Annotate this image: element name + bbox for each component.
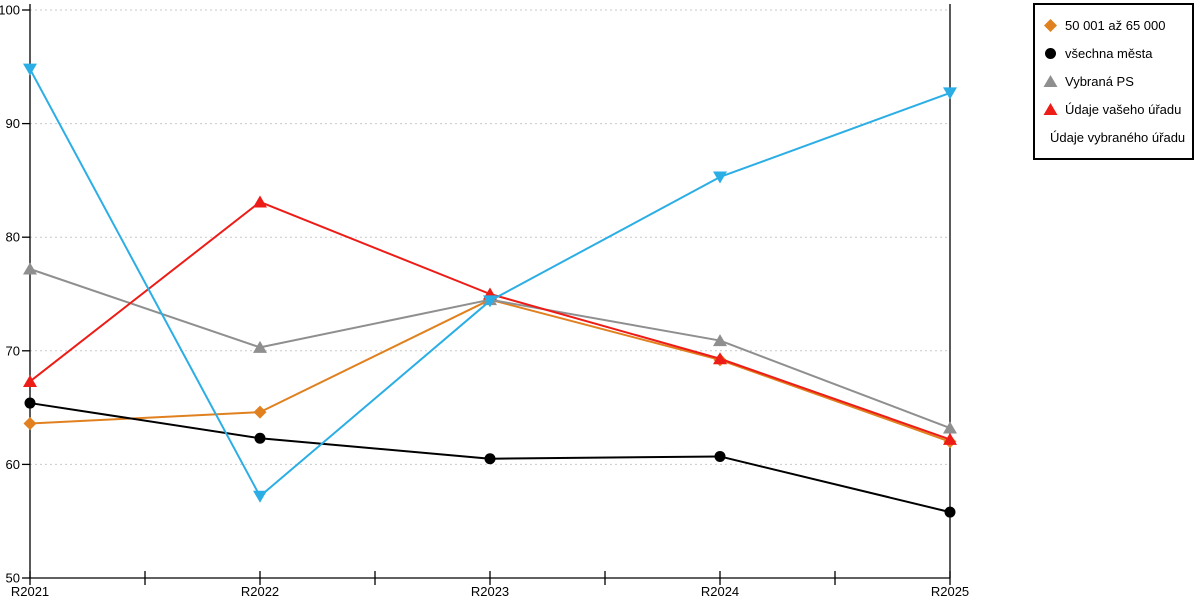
series-marker-4 bbox=[23, 63, 37, 76]
series-line-4 bbox=[29, 68, 951, 498]
x-tick-label: R2021 bbox=[11, 584, 49, 599]
series-marker-3 bbox=[23, 374, 37, 387]
y-tick-label: 60 bbox=[6, 457, 20, 472]
legend-label: Údaje vašeho úřadu bbox=[1065, 101, 1182, 117]
series-marker-1 bbox=[944, 506, 956, 518]
x-tick-label: R2024 bbox=[701, 584, 739, 599]
x-tick-label: R2023 bbox=[471, 584, 509, 599]
legend-item-0: 50 001 až 65 000 bbox=[1043, 11, 1184, 39]
legend-item-4: Údaje vybraného úřadu bbox=[1043, 123, 1186, 151]
circle-glyph bbox=[1045, 47, 1056, 59]
series-marker-3 bbox=[943, 432, 957, 445]
y-tick-label: 90 bbox=[6, 116, 20, 131]
diamond-legend-icon bbox=[1044, 18, 1057, 32]
legend-item-1: všechna města bbox=[1043, 39, 1184, 67]
diamond-glyph bbox=[1044, 18, 1057, 32]
series-marker-4 bbox=[713, 171, 727, 184]
series-line-0 bbox=[29, 298, 951, 443]
y-tick-label: 70 bbox=[6, 343, 20, 358]
series-marker-2 bbox=[943, 421, 957, 434]
legend-item-3: Údaje vašeho úřadu bbox=[1043, 95, 1184, 123]
chart-legend: 50 001 až 65 000 všechna města Vybraná PS Ú… bbox=[1033, 3, 1194, 160]
y-tick-label: 100 bbox=[0, 3, 20, 18]
series-marker-3 bbox=[713, 352, 727, 365]
series-marker-3 bbox=[253, 195, 267, 208]
legend-label: Údaje vybraného úřadu bbox=[1050, 129, 1186, 145]
legend-label: Vybraná PS bbox=[1065, 73, 1134, 89]
series-marker-0 bbox=[23, 417, 37, 431]
x-tick-label: R2022 bbox=[241, 584, 279, 599]
series-marker-1 bbox=[714, 450, 726, 462]
series-marker-1 bbox=[484, 453, 496, 465]
series-marker-4 bbox=[483, 295, 497, 308]
series-marker-0 bbox=[253, 405, 267, 419]
triangle-up-legend-icon bbox=[1043, 102, 1058, 115]
series-marker-2 bbox=[253, 340, 267, 353]
triangle-up-glyph bbox=[1043, 74, 1058, 87]
circle-legend-icon bbox=[1045, 47, 1056, 59]
series-marker-2 bbox=[713, 334, 727, 347]
series-marker-4 bbox=[253, 490, 267, 503]
y-tick-label: 80 bbox=[6, 230, 20, 245]
series-marker-2 bbox=[23, 262, 37, 275]
triangle-up-legend-icon bbox=[1043, 74, 1058, 87]
triangle-up-glyph bbox=[1043, 102, 1058, 115]
y-tick-label: 50 bbox=[6, 571, 20, 586]
legend-item-2: Vybraná PS bbox=[1043, 67, 1184, 95]
series-marker-1 bbox=[254, 432, 266, 444]
legend-label: všechna města bbox=[1065, 45, 1153, 61]
series-marker-4 bbox=[943, 87, 957, 100]
series-marker-1 bbox=[24, 397, 36, 409]
legend-label: 50 001 až 65 000 bbox=[1065, 17, 1166, 33]
x-tick-label: R2025 bbox=[931, 584, 969, 599]
